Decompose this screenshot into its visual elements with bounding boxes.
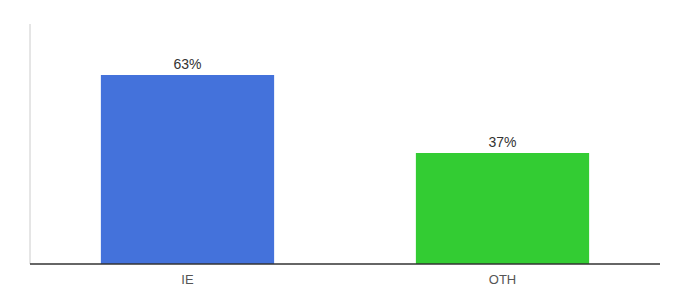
x-tick-label: OTH	[489, 272, 516, 287]
bar	[101, 75, 274, 264]
data-label: 63%	[173, 56, 201, 72]
chart-container: IE OTH 63% 37%	[0, 0, 680, 300]
bars	[101, 75, 589, 264]
chart-svg: IE OTH 63% 37%	[0, 0, 680, 300]
y-axis-line	[30, 24, 31, 264]
bar	[416, 153, 589, 264]
data-label: 37%	[488, 134, 516, 150]
x-tick-label: IE	[181, 272, 194, 287]
x-axis-line	[30, 263, 660, 265]
